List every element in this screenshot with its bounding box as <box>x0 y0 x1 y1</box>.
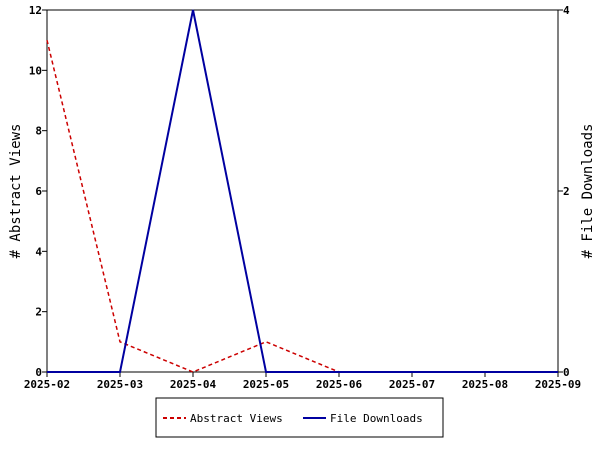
left-axis-title: # Abstract Views <box>8 124 24 259</box>
legend-label-abstract-views: Abstract Views <box>190 412 283 425</box>
left-axis-tick-label: 4 <box>35 245 42 258</box>
x-axis-tick-label: 2025-08 <box>462 378 508 391</box>
series-line-file-downloads <box>47 9 558 373</box>
right-axis-tick-label: 0 <box>563 366 570 379</box>
legend-box <box>155 397 444 438</box>
left-axis-tick-label: 0 <box>35 366 42 379</box>
left-axis-tick-label: 6 <box>35 185 42 198</box>
x-axis-tick-label: 2025-05 <box>243 378 289 391</box>
x-axis-tick-label: 2025-09 <box>535 378 581 391</box>
left-axis-tick-label: 10 <box>29 64 42 77</box>
x-axis-tick-label: 2025-02 <box>24 378 70 391</box>
right-axis-tick-label: 2 <box>563 185 570 198</box>
right-axis-title: # File Downloads <box>580 124 596 259</box>
left-axis-tick-label: 8 <box>35 125 42 138</box>
plot-frame <box>46 9 559 373</box>
left-axis-tick-label: 12 <box>29 4 42 17</box>
x-axis-tick-label: 2025-07 <box>389 378 435 391</box>
series-line-abstract-views <box>46 40 340 373</box>
x-axis-tick-label: 2025-04 <box>170 378 217 391</box>
axes: 0 2 4 6 8 10 12 0 2 4 2025-02 2025-03 2025-04 2025-05… <box>8 4 596 391</box>
right-axis-tick-label: 4 <box>563 4 570 17</box>
series-lines <box>46 9 558 373</box>
legend-label-file-downloads: File Downloads <box>330 412 423 425</box>
left-axis-tick-label: 2 <box>35 306 42 319</box>
x-axis-tick-label: 2025-03 <box>97 378 143 391</box>
x-axis-tick-label: 2025-06 <box>316 378 363 391</box>
legend: Abstract Views File Downloads <box>155 397 444 438</box>
